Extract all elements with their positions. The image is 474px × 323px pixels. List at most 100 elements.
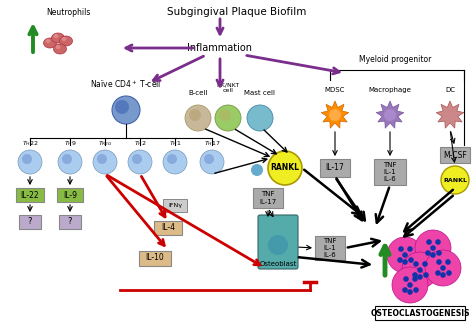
Circle shape — [436, 250, 442, 256]
Text: NK/NKT
cell: NK/NKT cell — [216, 82, 240, 93]
Text: Subgingival Plaque Biofilm: Subgingival Plaque Biofilm — [167, 7, 307, 17]
Circle shape — [423, 272, 429, 278]
Polygon shape — [436, 101, 464, 128]
Circle shape — [402, 259, 408, 265]
Ellipse shape — [54, 44, 66, 54]
FancyBboxPatch shape — [375, 306, 465, 320]
Text: B-cell: B-cell — [188, 90, 208, 96]
Ellipse shape — [52, 33, 64, 43]
Ellipse shape — [62, 37, 66, 41]
FancyBboxPatch shape — [440, 147, 470, 163]
Circle shape — [440, 272, 446, 278]
Circle shape — [425, 250, 461, 286]
Text: IL-4: IL-4 — [161, 224, 175, 233]
Text: TNF
IL-1
IL-6: TNF IL-1 IL-6 — [383, 162, 397, 182]
Circle shape — [417, 274, 423, 280]
Circle shape — [412, 272, 418, 278]
Circle shape — [189, 109, 201, 121]
Circle shape — [219, 109, 231, 121]
Text: OSTEOCLASTOGENESIS: OSTEOCLASTOGENESIS — [370, 308, 470, 318]
Polygon shape — [321, 101, 349, 128]
Circle shape — [185, 105, 211, 131]
Circle shape — [430, 252, 436, 258]
Circle shape — [444, 109, 456, 121]
Circle shape — [392, 267, 428, 303]
Circle shape — [163, 150, 187, 174]
FancyBboxPatch shape — [139, 251, 171, 266]
Circle shape — [397, 257, 403, 263]
FancyBboxPatch shape — [16, 188, 44, 202]
Circle shape — [413, 261, 419, 267]
Circle shape — [403, 276, 409, 282]
Circle shape — [441, 166, 469, 194]
FancyBboxPatch shape — [253, 188, 283, 208]
FancyBboxPatch shape — [57, 188, 83, 202]
Ellipse shape — [54, 34, 58, 38]
Circle shape — [407, 282, 413, 288]
Circle shape — [412, 276, 418, 282]
Circle shape — [435, 239, 441, 245]
Circle shape — [413, 287, 419, 293]
Circle shape — [446, 270, 452, 276]
Circle shape — [247, 105, 273, 131]
Circle shape — [408, 257, 414, 263]
FancyBboxPatch shape — [315, 236, 345, 260]
Circle shape — [435, 270, 441, 276]
Circle shape — [58, 150, 82, 174]
Circle shape — [132, 154, 142, 164]
Text: Mast cell: Mast cell — [245, 90, 275, 96]
FancyBboxPatch shape — [59, 215, 81, 229]
Text: $T_{REG}$: $T_{REG}$ — [98, 140, 112, 149]
Circle shape — [422, 261, 428, 267]
Circle shape — [440, 265, 446, 271]
Text: IFNγ: IFNγ — [168, 203, 182, 207]
Circle shape — [97, 154, 107, 164]
Text: TNF
IL-17: TNF IL-17 — [259, 192, 277, 204]
Text: Macrophage: Macrophage — [369, 87, 411, 93]
Ellipse shape — [44, 38, 56, 48]
Circle shape — [436, 259, 442, 265]
Circle shape — [268, 151, 302, 185]
Text: Naïve CD4$^+$ T-cell: Naïve CD4$^+$ T-cell — [91, 78, 162, 90]
Text: ?: ? — [68, 217, 72, 226]
Text: $T_H$22: $T_H$22 — [22, 140, 38, 149]
Circle shape — [417, 267, 423, 273]
Circle shape — [407, 246, 413, 252]
Circle shape — [415, 230, 451, 266]
Circle shape — [329, 109, 341, 121]
FancyBboxPatch shape — [374, 159, 406, 185]
Text: IL-9: IL-9 — [63, 191, 77, 200]
Polygon shape — [376, 101, 404, 128]
Ellipse shape — [60, 36, 73, 46]
Text: MDSC: MDSC — [325, 87, 345, 93]
Circle shape — [167, 154, 177, 164]
Text: Myeloid progenitor: Myeloid progenitor — [359, 56, 431, 65]
FancyBboxPatch shape — [154, 221, 182, 235]
Circle shape — [445, 259, 451, 265]
Circle shape — [387, 237, 423, 273]
Text: RANKL: RANKL — [443, 178, 467, 182]
FancyBboxPatch shape — [258, 215, 298, 269]
Circle shape — [128, 150, 152, 174]
Circle shape — [402, 252, 408, 258]
Text: $T_H$1: $T_H$1 — [169, 140, 181, 149]
Circle shape — [402, 252, 438, 288]
Circle shape — [268, 235, 288, 255]
Circle shape — [200, 150, 224, 174]
Text: IL-22: IL-22 — [21, 191, 39, 200]
Circle shape — [402, 287, 408, 293]
Circle shape — [384, 109, 396, 121]
Circle shape — [215, 105, 241, 131]
Circle shape — [62, 154, 72, 164]
Text: M-CSF: M-CSF — [443, 151, 467, 160]
Text: ?: ? — [28, 217, 32, 226]
Ellipse shape — [46, 39, 51, 43]
Circle shape — [407, 289, 413, 295]
Circle shape — [425, 250, 431, 256]
Text: IL-17: IL-17 — [326, 163, 345, 172]
Text: IL-10: IL-10 — [146, 254, 164, 263]
Circle shape — [93, 150, 117, 174]
Circle shape — [204, 154, 214, 164]
Circle shape — [251, 164, 263, 176]
FancyBboxPatch shape — [163, 199, 187, 212]
